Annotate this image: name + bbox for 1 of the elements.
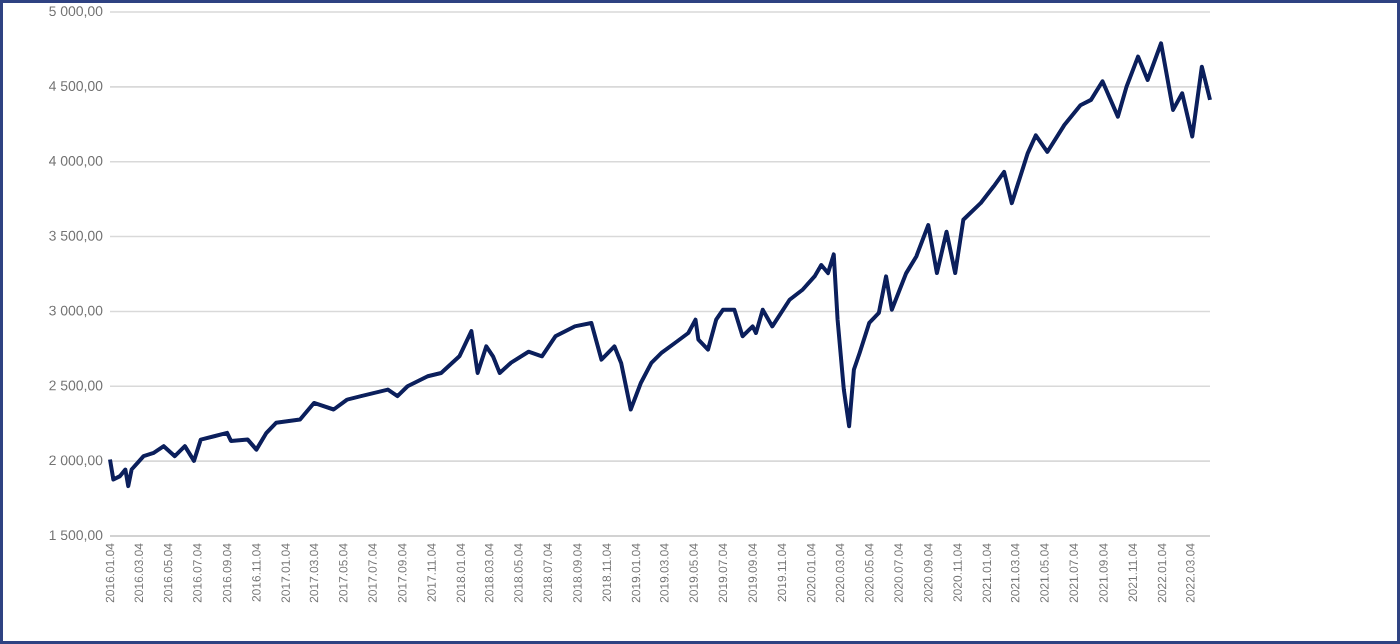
line-series	[108, 41, 1213, 489]
